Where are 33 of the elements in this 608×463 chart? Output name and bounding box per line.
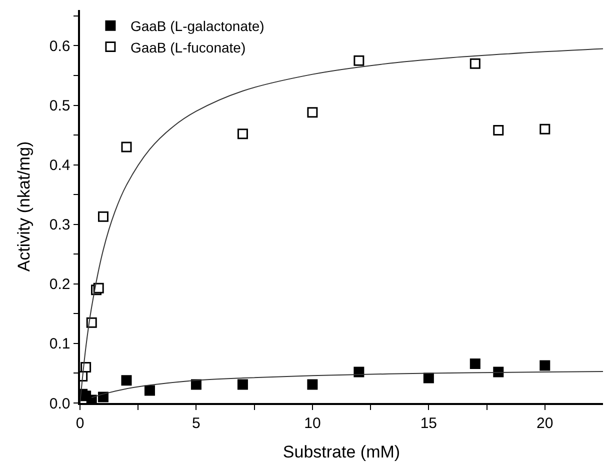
- point: [121, 375, 132, 386]
- point: [540, 360, 550, 371]
- x-tick-label: 0: [76, 414, 84, 432]
- point: [470, 58, 480, 69]
- point: [540, 124, 550, 134]
- point: [144, 385, 155, 396]
- point: [423, 372, 434, 384]
- y-tick-label: 0.5: [49, 98, 70, 115]
- point: [354, 55, 364, 66]
- y-tick-label: 0.6: [49, 38, 70, 55]
- x-tick-label: 20: [536, 414, 554, 432]
- x-tick-label: 15: [420, 414, 438, 432]
- point: [493, 125, 504, 136]
- point: [190, 379, 202, 390]
- y-tick-label: 0.1: [49, 336, 70, 353]
- y-axis-title: Activity (nkat/mg): [14, 141, 34, 272]
- legend-label: GaaB (L-galactonate): [130, 18, 264, 34]
- point: [237, 128, 248, 140]
- point: [98, 211, 108, 222]
- point: [237, 379, 248, 390]
- y-tick-label: 0.3: [49, 216, 70, 234]
- x-tick-label: 10: [304, 414, 321, 432]
- x-axis-title: Substrate (mM): [282, 442, 400, 462]
- point: [86, 394, 97, 403]
- x-tick-label: 5: [192, 414, 200, 432]
- point: [470, 358, 480, 369]
- legend-label: GaaB (L-fuconate): [130, 39, 246, 56]
- y-tick-label: 0.4: [49, 157, 70, 174]
- point: [307, 379, 318, 390]
- point: [121, 142, 132, 152]
- y-tick-label: 0.0: [49, 395, 70, 412]
- point: [307, 107, 318, 118]
- y-tick-label: 0.2: [49, 276, 70, 294]
